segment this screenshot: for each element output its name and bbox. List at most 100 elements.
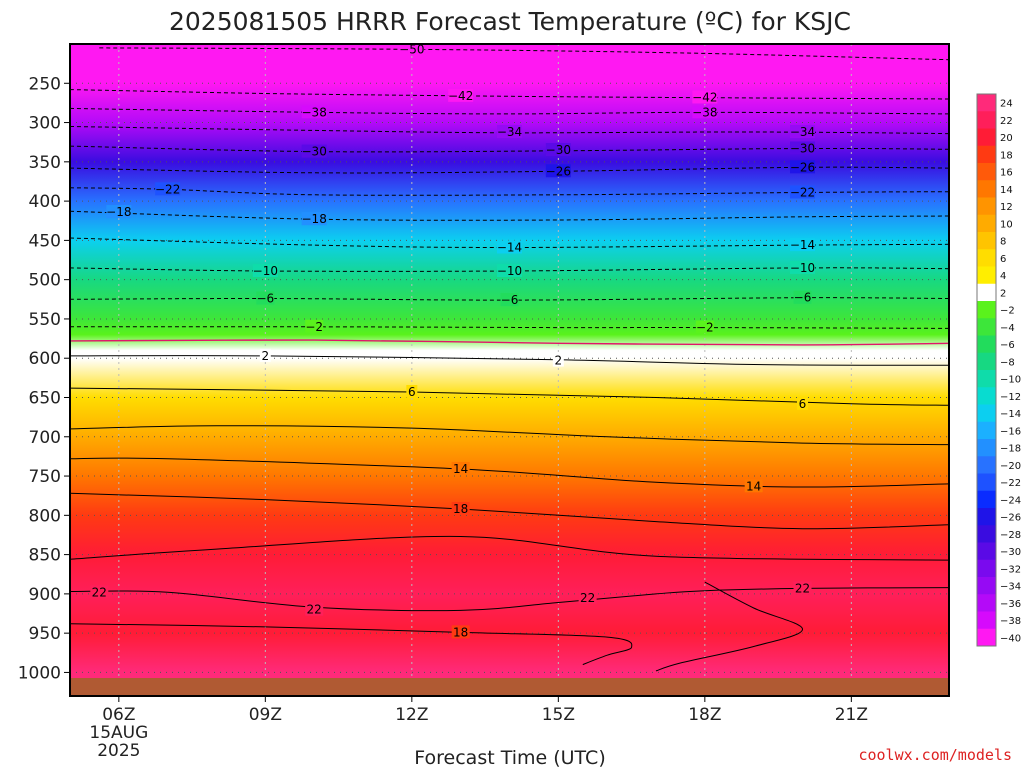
colorbar-swatch [977, 628, 996, 647]
colorbar-label: 20 [1000, 133, 1013, 144]
isotherm-line [70, 326, 949, 329]
isotherm-label-bg [793, 290, 812, 304]
colorbar-label: −6 [1000, 340, 1015, 351]
y-tick-label: 900 [29, 585, 61, 605]
isotherm-label: 22 [795, 581, 810, 595]
isotherm-label: −2 [696, 321, 714, 335]
isotherm-label-bg [90, 585, 109, 599]
y-tick-label: 300 [29, 114, 61, 134]
x-tick-label: 21Z [835, 705, 868, 725]
colorbar-swatch [977, 111, 996, 129]
colorbar-label: −36 [1000, 599, 1021, 610]
colorbar-swatch [977, 387, 996, 405]
colorbar-swatch [977, 266, 996, 285]
isotherm-label-bg [497, 124, 522, 138]
isotherm-label: 14 [746, 479, 761, 493]
colorbar-label: −12 [1000, 392, 1021, 403]
colorbar-label: −16 [1000, 426, 1021, 437]
colorbar-swatch [977, 611, 996, 630]
isotherm-label: −38 [692, 105, 717, 119]
x-tick-label: 18Z [688, 705, 721, 725]
y-tick-label: 800 [29, 506, 61, 526]
plot-frame [69, 43, 950, 697]
isotherm-label-bg [305, 602, 324, 616]
isotherm-label: −14 [790, 238, 815, 252]
colorbar-swatch [977, 94, 996, 112]
y-tick-label: 550 [29, 310, 61, 330]
isotherm-label: −42 [692, 90, 717, 104]
colorbar-label: −2 [1000, 306, 1015, 317]
colorbar-swatch [977, 473, 996, 492]
isotherm-line [70, 535, 949, 561]
colorbar-label: −22 [1000, 478, 1021, 489]
y-tick-label: 1000 [18, 663, 61, 683]
colorbar-swatch [977, 283, 996, 302]
isotherm-label-bg [155, 182, 181, 196]
y-tick-label: 400 [29, 192, 61, 212]
credit-link[interactable]: coolwx.com/models [858, 746, 1012, 764]
isotherm-label: −26 [790, 160, 815, 174]
time-gridlines [118, 44, 852, 696]
isotherm-label-bg [790, 141, 815, 155]
isotherm-label-bg [252, 264, 278, 278]
isotherm-label-bg [744, 479, 763, 493]
isotherm-label: 22 [307, 603, 322, 617]
isotherm-label: −30 [546, 143, 571, 157]
isotherm-label: −10 [497, 264, 522, 278]
colorbar-label: −28 [1000, 530, 1021, 541]
colorbar-swatch [977, 525, 996, 543]
y-tick-label: 700 [29, 428, 61, 448]
isotherm-label: −34 [497, 125, 522, 139]
isotherm-label-bg [497, 240, 522, 254]
isotherm-label: 18 [453, 502, 468, 516]
colorbar-swatch [977, 232, 996, 250]
isotherm-label-bg [256, 291, 275, 305]
colorbar-swatch [977, 542, 996, 561]
isotherm-label: −10 [790, 261, 815, 275]
isotherm-label: 22 [92, 585, 107, 599]
plot-area: −50−42 −42−38 −38−34 −34−30 −30 −30−26 −26−22−… [70, 44, 949, 696]
isotherm-line [655, 581, 804, 672]
isotherm-label-bg [259, 348, 271, 362]
colorbar-label: 24 [1000, 99, 1013, 110]
x-tick-label: 06Z [102, 705, 135, 725]
colorbar-label: −18 [1000, 444, 1021, 455]
isotherm-label-bg [451, 502, 470, 516]
y-tick-label: 450 [29, 231, 61, 251]
isotherm-line [70, 387, 949, 406]
x-tick-label: 15Z [542, 705, 575, 725]
isotherm-label: −14 [497, 240, 522, 254]
y-tick-label: 500 [29, 271, 61, 291]
isotherm-label: −22 [790, 185, 815, 199]
isotherm-line [70, 492, 949, 530]
isotherm-label-bg [790, 124, 815, 138]
colorbar-swatch [977, 335, 996, 354]
isotherm-label-bg [399, 44, 425, 56]
isotherm-label: −30 [790, 141, 815, 155]
isotherm-label: 6 [408, 385, 416, 399]
colorbar-label: −34 [1000, 582, 1021, 593]
colorbar-swatch [977, 163, 996, 181]
colorbar-frame [976, 93, 997, 647]
isotherm-label-bg [790, 185, 815, 199]
isotherm-label-bg [500, 293, 519, 307]
isotherm-label: −6 [794, 291, 812, 305]
colorbar-label: −26 [1000, 513, 1021, 524]
isotherm-label: −30 [302, 145, 327, 159]
isotherm-line [70, 237, 949, 249]
isotherm-line [70, 210, 949, 221]
x-tick-sublabel: 2025 [97, 741, 140, 761]
colorbar: 24 22 20 18 16 14 12 10 8 6 4 2 −2 −4 −6 −8 −10 −12 −14 −16… [976, 93, 1021, 647]
isotherm-label: 18 [453, 625, 468, 639]
isotherm-label-bg [790, 160, 815, 174]
isotherm-label-bg [790, 238, 815, 252]
isotherm-line [99, 47, 949, 61]
isotherm-line [70, 457, 949, 488]
y-axis-ticks: 250 300 350 400 450 500 550 600 650 700 750 800 850 9… [18, 74, 70, 683]
colorbar-label: 22 [1000, 116, 1013, 127]
colorbar-label: −24 [1000, 495, 1021, 506]
isotherm-label: −22 [155, 182, 180, 196]
isotherm-label-bg [451, 625, 470, 639]
y-tick-label: 850 [29, 546, 61, 566]
